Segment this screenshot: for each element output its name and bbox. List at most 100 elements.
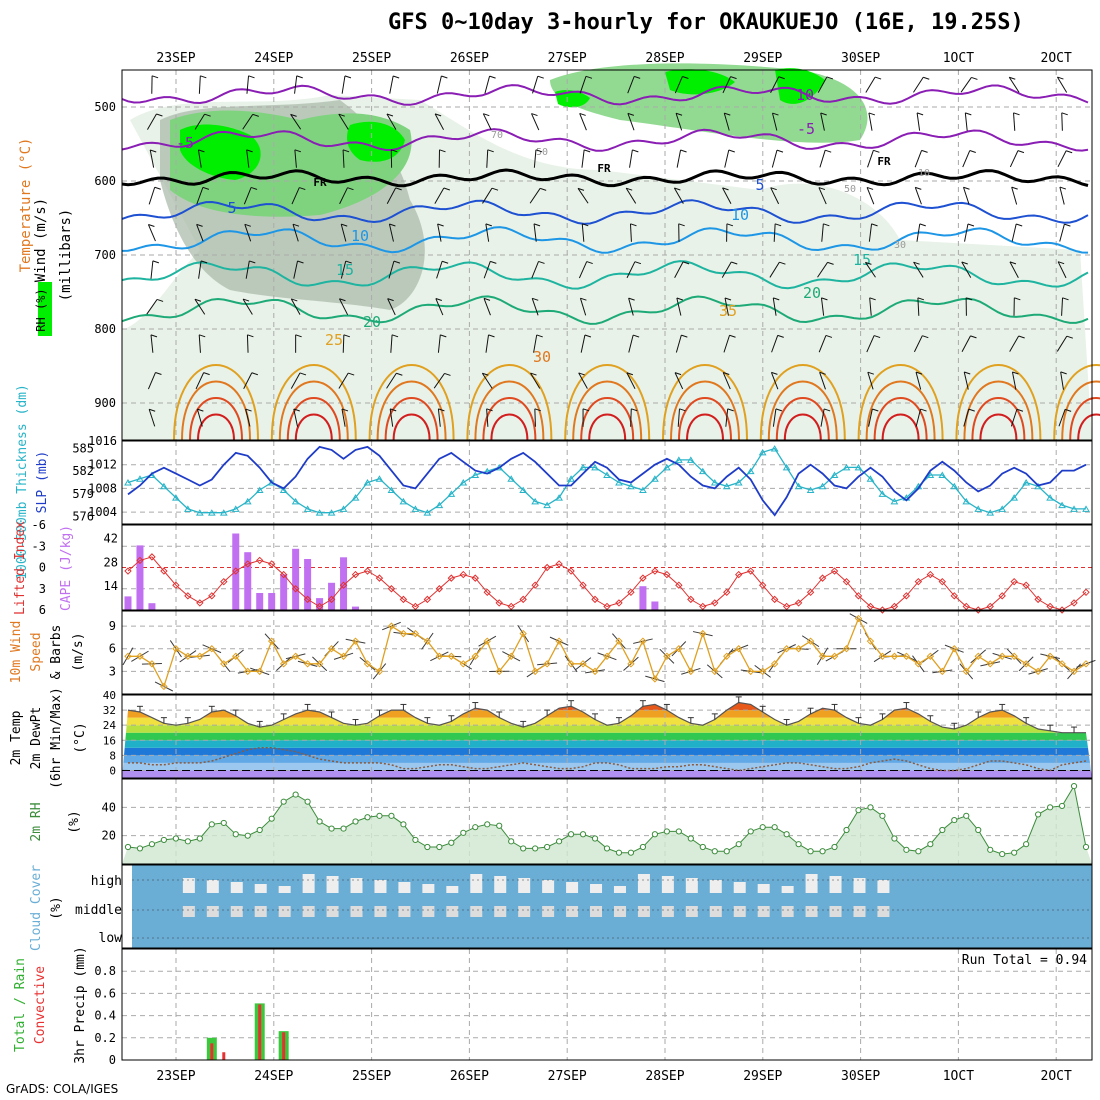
cloud-high-gap xyxy=(637,874,650,893)
isotherm-warm-arch xyxy=(286,397,341,441)
rh2m-point xyxy=(999,850,1006,858)
wind-barb xyxy=(778,76,785,80)
wind-barb xyxy=(198,334,201,353)
wind-barb xyxy=(246,149,250,168)
lifted-index-point xyxy=(160,567,168,575)
wind-barb xyxy=(200,75,207,79)
lifted-index-point xyxy=(244,560,252,568)
lifted-index-point xyxy=(914,577,923,586)
wind-barb xyxy=(196,223,203,227)
wind-speed-point xyxy=(986,660,994,668)
lifted-index-point xyxy=(148,553,156,561)
wind-speed-point xyxy=(124,652,132,660)
rh-side-label: RH (%) xyxy=(34,288,48,331)
precip-tick-label: 0.4 xyxy=(94,1009,116,1023)
thickness-point xyxy=(962,497,971,505)
isotherm-freezing xyxy=(121,168,1089,188)
date-label-bottom: 29SEP xyxy=(743,1069,782,1084)
lifted-index-point xyxy=(603,602,611,611)
thickness-point xyxy=(1058,501,1066,509)
cloud-mid-gap xyxy=(685,906,698,917)
temp2m-label-c: (6hr Min/Max) xyxy=(49,687,64,789)
rh2m-point xyxy=(951,816,958,824)
temp-color-band xyxy=(122,770,1092,778)
wind-speed-point xyxy=(339,652,348,660)
wind-speed-point xyxy=(770,660,779,668)
lifted-index-point xyxy=(519,595,527,604)
cape-tick-label: 14 xyxy=(104,579,118,593)
wind-barb xyxy=(1009,335,1020,352)
wind-speed-point xyxy=(998,652,1006,660)
wind-speed-point xyxy=(639,637,647,645)
isotherm-warm-arch xyxy=(767,380,838,441)
wind-barb xyxy=(865,262,876,278)
wind-barb xyxy=(774,223,782,227)
thickness-point xyxy=(315,509,324,516)
wind-barb xyxy=(866,186,874,190)
lifted-index-point xyxy=(878,606,887,614)
wind-barb xyxy=(674,372,684,390)
wind-speed-point xyxy=(543,660,551,668)
rh2m-point xyxy=(496,822,503,829)
rh2m-point xyxy=(268,815,275,822)
cloud-mid-gap xyxy=(613,906,626,917)
isotherm-label: -5 xyxy=(797,120,815,138)
wind-barb xyxy=(581,223,585,242)
wind-barb xyxy=(676,297,682,316)
wind-barb xyxy=(869,297,872,316)
wind-barb xyxy=(579,112,586,116)
cloud-mid-gap xyxy=(709,906,722,917)
cloud-high-gap xyxy=(206,880,219,893)
wind-barb xyxy=(583,149,591,153)
wind-barb xyxy=(772,112,779,116)
wind-barb xyxy=(343,334,351,338)
cloud-high-gap xyxy=(278,886,291,893)
thickness-point xyxy=(674,456,683,463)
rh2m-point xyxy=(148,841,156,848)
cloud-high-gap xyxy=(374,880,387,893)
cape-bar xyxy=(232,533,240,610)
wind-barb xyxy=(246,149,253,153)
wind-barb xyxy=(872,408,879,412)
lifted-index-point xyxy=(1082,588,1090,596)
rh2m-point xyxy=(124,843,132,851)
cloud-high-gap xyxy=(685,878,698,893)
rh2m-point xyxy=(891,835,898,842)
rh2m-point xyxy=(831,843,838,851)
rh2m-point xyxy=(675,828,682,835)
precip-tick-label: 0.8 xyxy=(94,964,116,978)
rh2m-point xyxy=(244,832,251,839)
wind-barb xyxy=(770,187,780,205)
lifted-index-point xyxy=(854,592,863,600)
thickness-point xyxy=(136,475,144,482)
wind-barb xyxy=(194,298,206,315)
wind-barb xyxy=(342,149,345,168)
rh2m-point xyxy=(304,798,311,805)
wind-barb xyxy=(530,372,537,376)
isotherm-label: 5 xyxy=(227,199,236,217)
slp-tick-label: 1016 xyxy=(88,434,117,448)
isotherm-label: FR xyxy=(597,162,611,175)
wind-barb xyxy=(772,297,777,316)
rh2m-point xyxy=(1011,849,1018,856)
wind-barb xyxy=(722,187,732,204)
lifted-index-point xyxy=(998,592,1006,600)
lifted-index-point xyxy=(327,595,336,604)
thickness-point xyxy=(519,486,528,494)
thickness-point xyxy=(974,505,983,512)
wind-speed-point xyxy=(687,667,695,676)
wind-speed-point xyxy=(854,614,863,623)
isotherm-warm-arch xyxy=(376,380,447,441)
wind10m-label-a: 10m Wind xyxy=(9,621,24,684)
wind-barb xyxy=(818,187,827,205)
date-label-top: 27SEP xyxy=(548,51,587,66)
rh2m-point xyxy=(136,845,144,852)
wind-barb xyxy=(867,371,874,375)
rh2m-point xyxy=(1023,841,1030,848)
lifted-index-point xyxy=(830,567,839,575)
wind10m-label-c: & Barbs xyxy=(49,625,64,680)
rh2m-point xyxy=(1082,843,1090,851)
wind-barb xyxy=(682,76,689,79)
lifted-index-point xyxy=(591,595,599,604)
lifted-index-point xyxy=(782,602,791,611)
